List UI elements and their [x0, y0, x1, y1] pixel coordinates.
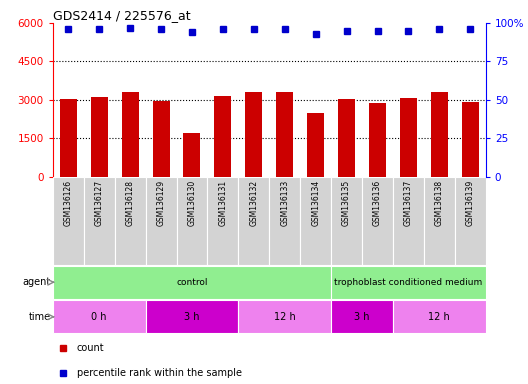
- Text: GSM136137: GSM136137: [404, 180, 413, 227]
- Text: 12 h: 12 h: [274, 312, 296, 322]
- Bar: [369, 103, 386, 177]
- Text: GSM136133: GSM136133: [280, 180, 289, 227]
- Bar: [183, 133, 201, 177]
- Text: GSM136134: GSM136134: [311, 180, 320, 227]
- Bar: [462, 103, 479, 177]
- Bar: [238, 300, 331, 333]
- Bar: [84, 177, 115, 265]
- Text: control: control: [176, 278, 208, 287]
- Text: GSM136128: GSM136128: [126, 180, 135, 226]
- Text: 0 h: 0 h: [91, 312, 107, 322]
- Text: percentile rank within the sample: percentile rank within the sample: [77, 368, 242, 378]
- Bar: [400, 98, 417, 177]
- Bar: [393, 300, 486, 333]
- Text: GSM136129: GSM136129: [156, 180, 166, 226]
- Text: GSM136139: GSM136139: [466, 180, 475, 227]
- Bar: [331, 177, 362, 265]
- Bar: [276, 92, 293, 177]
- Bar: [146, 300, 238, 333]
- Bar: [307, 113, 324, 177]
- Text: GSM136130: GSM136130: [187, 180, 196, 227]
- Bar: [362, 177, 393, 265]
- Text: GSM136131: GSM136131: [219, 180, 228, 226]
- Text: GSM136136: GSM136136: [373, 180, 382, 227]
- Bar: [53, 300, 146, 333]
- Bar: [208, 177, 238, 265]
- Bar: [338, 99, 355, 177]
- Text: time: time: [29, 312, 51, 322]
- Text: 3 h: 3 h: [354, 312, 370, 322]
- Bar: [331, 300, 393, 333]
- Bar: [60, 99, 77, 177]
- Text: GSM136132: GSM136132: [249, 180, 258, 226]
- Bar: [153, 101, 169, 177]
- Bar: [121, 92, 139, 177]
- Bar: [53, 177, 84, 265]
- Text: GSM136135: GSM136135: [342, 180, 351, 227]
- Text: GSM136126: GSM136126: [64, 180, 73, 226]
- Bar: [331, 266, 486, 299]
- Bar: [431, 92, 448, 177]
- Bar: [424, 177, 455, 265]
- Bar: [146, 177, 176, 265]
- Bar: [246, 92, 262, 177]
- Text: GDS2414 / 225576_at: GDS2414 / 225576_at: [53, 9, 191, 22]
- Bar: [53, 266, 331, 299]
- Bar: [115, 177, 146, 265]
- Text: trophoblast conditioned medium: trophoblast conditioned medium: [334, 278, 483, 287]
- Bar: [300, 177, 331, 265]
- Text: GSM136127: GSM136127: [95, 180, 103, 226]
- Bar: [238, 177, 269, 265]
- Text: 3 h: 3 h: [184, 312, 200, 322]
- Text: count: count: [77, 343, 104, 353]
- Text: 12 h: 12 h: [429, 312, 450, 322]
- Bar: [91, 97, 108, 177]
- Bar: [214, 96, 231, 177]
- Bar: [393, 177, 424, 265]
- Text: agent: agent: [22, 277, 51, 287]
- Bar: [269, 177, 300, 265]
- Bar: [455, 177, 486, 265]
- Text: GSM136138: GSM136138: [435, 180, 444, 226]
- Bar: [176, 177, 208, 265]
